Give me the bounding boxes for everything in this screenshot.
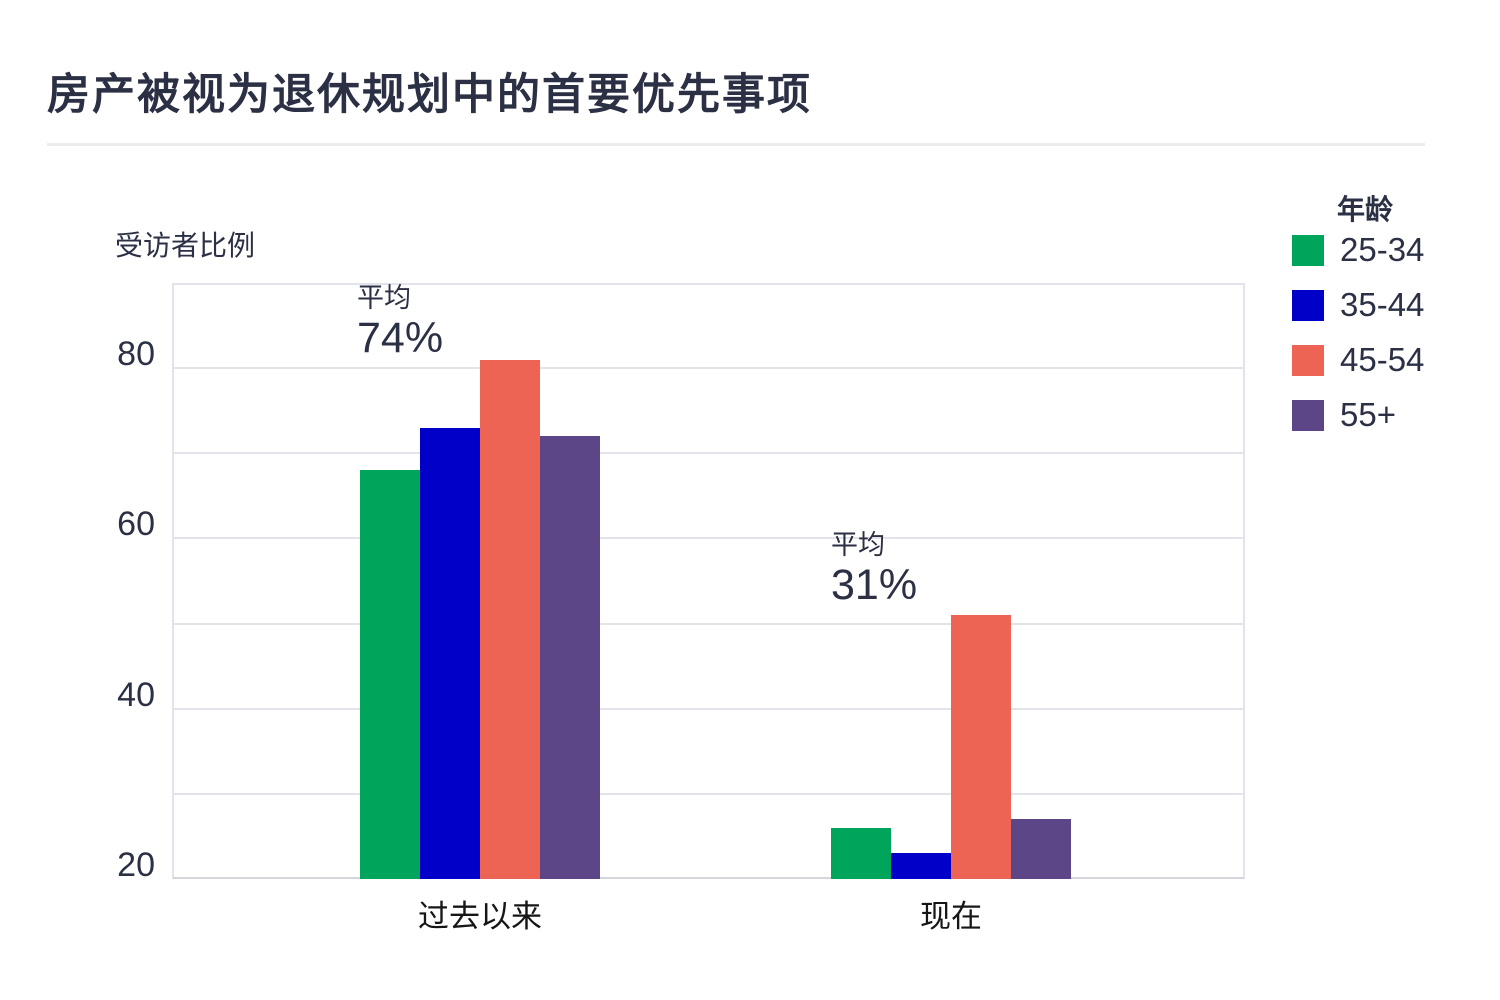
annotation-value: 74%: [357, 314, 444, 362]
legend-label: 55+: [1340, 396, 1396, 433]
y-tick-label: 40: [117, 675, 155, 714]
gridline: [172, 707, 1245, 710]
y-tick-label: 60: [117, 505, 155, 544]
annotation-prefix: 平均: [357, 283, 411, 313]
legend-item-55+: 55+: [1292, 396, 1396, 433]
y-tick-label: 80: [117, 335, 155, 374]
y-axis-title: 受访者比例: [115, 230, 256, 261]
annotation-value: 31%: [831, 561, 918, 609]
x-category-label-now: 现在: [920, 899, 982, 934]
legend-item-45-54: 45-54: [1292, 341, 1425, 378]
legend-label: 25-34: [1340, 231, 1425, 268]
page-title: 房产被视为退休规划中的首要优先事项: [47, 71, 812, 119]
bar-35-44-过去以来: [420, 427, 480, 879]
plot-area: [172, 283, 1245, 879]
legend-label: 45-54: [1340, 341, 1425, 378]
gridline: [172, 537, 1245, 540]
bar-25-34-过去以来: [360, 470, 420, 879]
gridline: [172, 367, 1245, 370]
gridline: [172, 452, 1245, 455]
x-category-label-past: 过去以来: [418, 899, 542, 934]
legend-item-25-34: 25-34: [1292, 231, 1425, 268]
legend-swatch: [1292, 399, 1324, 431]
gridline: [172, 622, 1245, 625]
legend-swatch: [1292, 234, 1324, 266]
legend-item-35-44: 35-44: [1292, 286, 1425, 323]
annotation-average-past: 平均 74%: [357, 282, 443, 361]
legend-swatch: [1292, 289, 1324, 321]
legend-swatch: [1292, 344, 1324, 376]
bar-45-54-过去以来: [480, 359, 540, 879]
annotation-prefix: 平均: [831, 530, 885, 560]
bar-25-34-现在: [831, 827, 891, 879]
y-tick-label: 20: [117, 846, 155, 884]
gridline: [172, 792, 1245, 795]
bar-35-44-现在: [891, 853, 951, 879]
legend-label: 35-44: [1340, 286, 1425, 323]
bar-55+-现在: [1011, 819, 1071, 879]
legend-title: 年龄: [1337, 194, 1394, 225]
annotation-average-now: 平均 31%: [831, 529, 917, 608]
bar-45-54-现在: [951, 615, 1011, 879]
bar-55+-过去以来: [540, 436, 600, 879]
title-separator: [47, 143, 1425, 146]
